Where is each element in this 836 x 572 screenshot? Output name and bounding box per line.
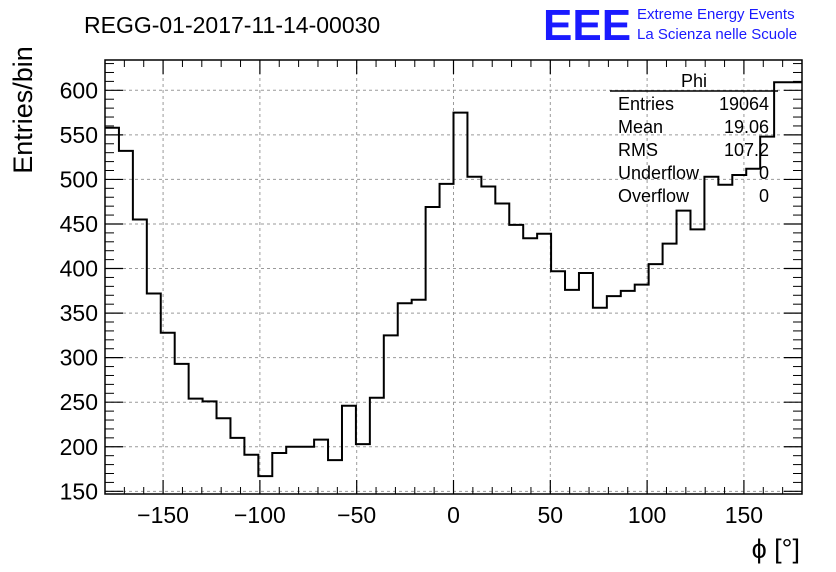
x-tick-label: 150 xyxy=(725,502,763,528)
stats-label: RMS xyxy=(618,140,658,160)
stats-label: Entries xyxy=(618,94,674,114)
stats-label: Underflow xyxy=(618,163,700,183)
stats-value: 0 xyxy=(759,163,769,183)
chart-title: REGG-01-2017-11-14-00030 xyxy=(84,12,380,38)
x-tick-label: 100 xyxy=(628,502,666,528)
stats-label: Overflow xyxy=(618,186,690,206)
x-tick-label: 0 xyxy=(447,502,460,528)
stats-row: Overflow 0 xyxy=(618,186,769,206)
stats-box: Phi Entries 19064 Mean 19.06 RMS 107.2 U… xyxy=(610,71,778,206)
x-tick-labels: −150 −100 −50 0 50 100 150 xyxy=(137,502,763,528)
stats-value: 19064 xyxy=(719,94,769,114)
stats-row: Mean 19.06 xyxy=(618,117,769,137)
x-tick-label: −50 xyxy=(337,502,376,528)
y-tick-label: 500 xyxy=(60,166,98,192)
axis-ticks xyxy=(104,60,803,494)
y-tick-label: 350 xyxy=(60,300,98,326)
stats-label: Mean xyxy=(618,117,663,137)
logo-line-1: Extreme Energy Events xyxy=(637,6,795,23)
y-tick-labels: 150 200 250 300 350 400 450 500 550 600 xyxy=(60,77,98,504)
y-tick-label: 550 xyxy=(60,122,98,148)
x-tick-label: −150 xyxy=(137,502,189,528)
y-tick-label: 150 xyxy=(60,478,98,504)
y-tick-label: 400 xyxy=(60,256,98,282)
stats-value: 0 xyxy=(759,186,769,206)
stats-row: RMS 107.2 xyxy=(618,140,769,160)
y-tick-label: 300 xyxy=(60,345,98,371)
stats-row: Underflow 0 xyxy=(618,163,769,183)
stats-box-title: Phi xyxy=(681,71,707,91)
stats-value: 19.06 xyxy=(724,117,769,137)
y-tick-label: 250 xyxy=(60,389,98,415)
x-tick-label: −100 xyxy=(234,502,286,528)
logo-line-2: La Scienza nelle Scuole xyxy=(637,26,797,43)
x-tick-label: 50 xyxy=(538,502,564,528)
eee-logo: EEE xyxy=(543,1,631,50)
y-tick-label: 450 xyxy=(60,211,98,237)
x-axis-label: ϕ [°] xyxy=(752,534,800,564)
y-axis-label: Entries/bin xyxy=(8,46,38,174)
y-tick-label: 200 xyxy=(60,434,98,460)
y-tick-label: 600 xyxy=(60,77,98,103)
stats-value: 107.2 xyxy=(724,140,769,160)
histogram-line xyxy=(105,81,802,478)
stats-row: Entries 19064 xyxy=(618,94,769,114)
